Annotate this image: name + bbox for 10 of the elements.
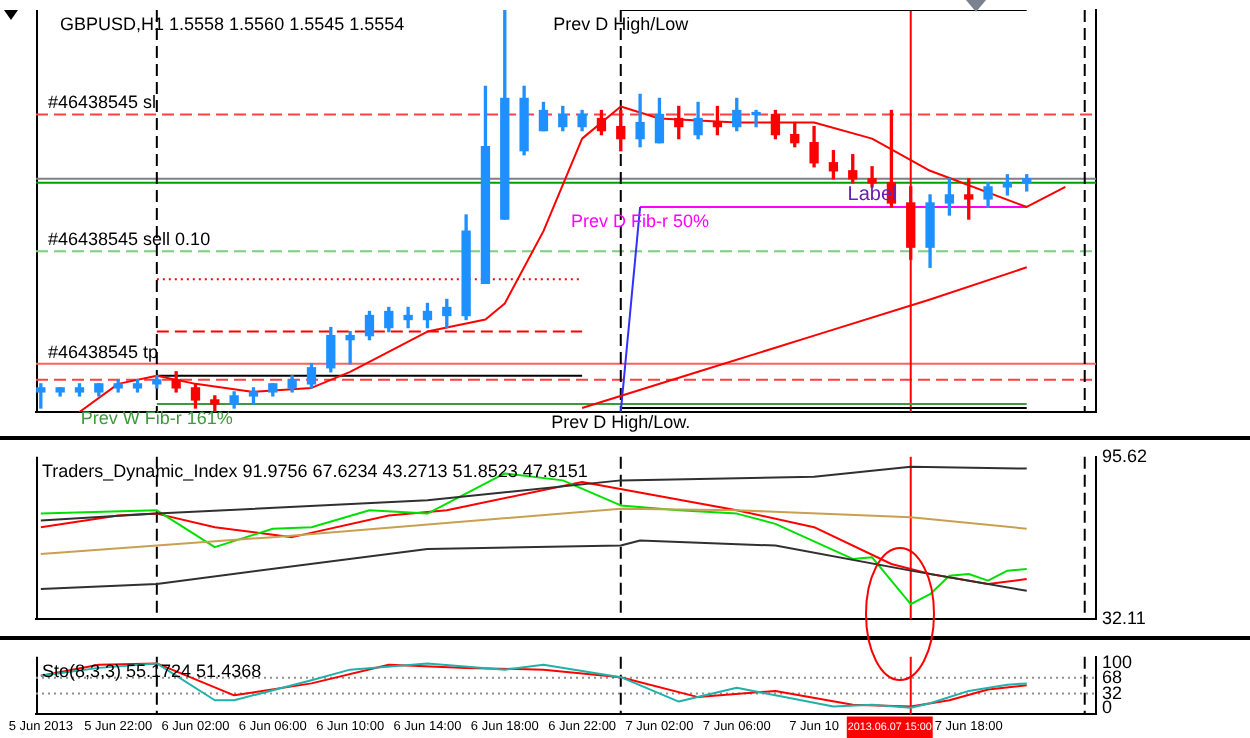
ref-line-label: #46438545 sl [48,92,157,113]
chart-title: GBPUSD,H1 1.5558 1.5560 1.5545 1.5554 [60,13,405,34]
chart-title: Traders_Dynamic_Index 91.9756 67.6234 43.2713 51.8523 47.8151 [42,460,588,481]
y-tick-label: 95.62 [1102,445,1148,466]
series-label: Prev W Fib-r 161% [80,407,233,428]
y-tick-label: 32 [1102,682,1123,703]
ref-line-label: #46438545 sell 0.10 [48,229,211,250]
series-label: Prev D High/Low. [551,411,691,432]
series-label: Prev D High/Low [553,13,690,34]
y-tick-label: 32.11 [1102,608,1146,629]
